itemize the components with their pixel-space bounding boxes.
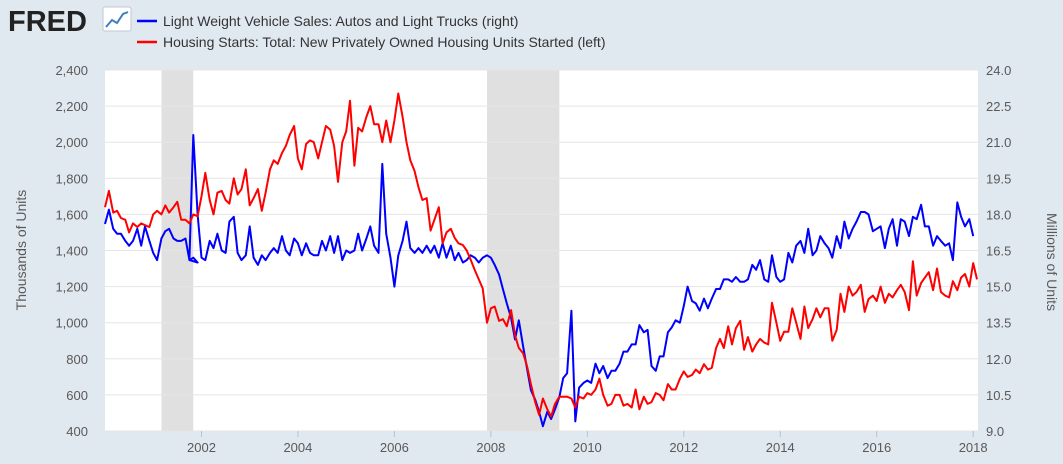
right-tick-label: 13.5 (986, 316, 1011, 331)
left-tick-label: 1,200 (55, 280, 88, 295)
series-lines (104, 92, 978, 428)
right-tick-label: 19.5 (986, 171, 1011, 186)
right-tick-label: 15.0 (986, 280, 1011, 295)
left-tick-label: 2,200 (55, 99, 88, 114)
right-tick-label: 21.0 (986, 135, 1011, 150)
left-tick-label: 400 (66, 424, 88, 439)
legend-label-vehicle-sales: Light Weight Vehicle Sales: Autos and Li… (163, 13, 518, 29)
logo-chart-icon (102, 6, 132, 32)
fred-logo[interactable]: FRED (8, 6, 132, 38)
left-tick-label: 1,600 (55, 207, 88, 222)
left-tick-label: 1,400 (55, 244, 88, 259)
legend-label-housing-starts: Housing Starts: Total: New Privately Own… (163, 34, 605, 50)
right-tick-label: 9.0 (986, 424, 1004, 439)
x-tick-label: 2014 (766, 440, 795, 455)
right-tick-label: 22.5 (986, 99, 1011, 114)
x-axis-ticks: 2002 2004 2006 2008 2010 2012 2014 2016 2018 (187, 431, 988, 455)
right-axis-ticks: 9.0 10.5 12.0 13.5 15.0 16.5 18.0 19.5 21.0 22.5 2… (986, 63, 1011, 439)
gridlines (105, 69, 978, 432)
logo-text: FRED (8, 6, 87, 38)
x-tick-label: 2006 (380, 440, 409, 455)
x-tick-label: 2018 (959, 440, 988, 455)
x-tick-label: 2004 (283, 440, 312, 455)
right-tick-label: 16.5 (986, 244, 1011, 259)
left-axis-title: Thousands of Units (13, 190, 29, 311)
left-tick-label: 2,400 (55, 63, 88, 78)
x-tick-label: 2016 (862, 440, 891, 455)
legend-item-housing-starts[interactable]: Housing Starts: Total: New Privately Own… (137, 34, 605, 50)
left-tick-label: 2,000 (55, 135, 88, 150)
legend-item-vehicle-sales[interactable]: Light Weight Vehicle Sales: Autos and Li… (137, 13, 518, 29)
x-tick-label: 2010 (573, 440, 602, 455)
x-tick-label: 2012 (669, 440, 698, 455)
left-axis-ticks: 400 600 800 1,000 1,200 1,400 1,600 1,800 2,000 2… (55, 63, 88, 439)
legend: Light Weight Vehicle Sales: Autos and Li… (137, 13, 605, 50)
left-tick-label: 600 (66, 388, 88, 403)
left-tick-label: 1,800 (55, 171, 88, 186)
right-tick-label: 24.0 (986, 63, 1011, 78)
right-tick-label: 12.0 (986, 352, 1011, 367)
left-tick-label: 1,000 (55, 316, 88, 331)
right-axis-title: Millions of Units (1044, 213, 1060, 311)
right-tick-label: 10.5 (986, 388, 1011, 403)
right-tick-label: 18.0 (986, 207, 1011, 222)
left-tick-label: 800 (66, 352, 88, 367)
series-line-housing-starts (104, 92, 978, 418)
x-tick-label: 2008 (476, 440, 505, 455)
x-tick-label: 2002 (187, 440, 216, 455)
